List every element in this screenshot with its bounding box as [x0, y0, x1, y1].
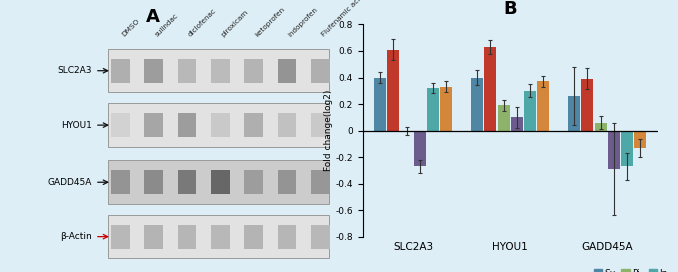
Bar — [108, 49, 329, 92]
Bar — [144, 170, 163, 194]
Bar — [414, 131, 426, 166]
Bar — [178, 113, 197, 137]
Text: A: A — [146, 8, 159, 26]
Bar — [484, 47, 496, 131]
Bar — [211, 59, 230, 83]
Bar — [178, 170, 197, 194]
Legend: Su, Di, Pi, Ke, In, Fl: Su, Di, Pi, Ke, In, Fl — [594, 269, 668, 272]
Bar — [108, 215, 329, 258]
Bar — [581, 79, 593, 131]
Text: B: B — [503, 0, 517, 18]
Bar — [498, 105, 510, 131]
Bar — [311, 59, 330, 83]
Bar — [211, 225, 230, 249]
Bar — [635, 131, 646, 148]
Bar — [568, 96, 580, 131]
Bar — [111, 113, 129, 137]
Text: DMSO: DMSO — [121, 18, 140, 38]
Text: indoprofen: indoprofen — [287, 6, 319, 38]
Bar — [440, 87, 452, 131]
Text: GADD45A: GADD45A — [582, 242, 633, 252]
Bar — [278, 225, 296, 249]
Bar — [244, 170, 263, 194]
Text: β-Actin: β-Actin — [60, 232, 92, 241]
Text: ketoprofen: ketoprofen — [254, 6, 285, 38]
Text: HYOU1: HYOU1 — [60, 120, 92, 130]
Text: HYOU1: HYOU1 — [492, 242, 528, 252]
Bar — [144, 113, 163, 137]
Y-axis label: Fold change(log2): Fold change(log2) — [323, 90, 333, 171]
Bar — [427, 88, 439, 131]
Bar — [111, 59, 129, 83]
Bar — [608, 131, 620, 169]
Bar — [178, 59, 197, 83]
Bar — [374, 78, 386, 131]
Bar — [538, 82, 549, 131]
Text: SLC2A3: SLC2A3 — [393, 242, 433, 252]
Bar — [278, 170, 296, 194]
Text: GADD45A: GADD45A — [47, 178, 92, 187]
Bar — [178, 225, 197, 249]
Bar — [471, 78, 483, 131]
Text: SLC2A3: SLC2A3 — [57, 66, 92, 75]
Bar — [311, 170, 330, 194]
Text: Flufenamic acid: Flufenamic acid — [320, 0, 365, 38]
Bar — [278, 113, 296, 137]
Bar — [621, 131, 633, 166]
Bar — [111, 225, 129, 249]
Bar — [278, 59, 296, 83]
Bar — [311, 225, 330, 249]
Bar — [211, 170, 230, 194]
Bar — [244, 59, 263, 83]
Bar — [144, 225, 163, 249]
Bar — [387, 50, 399, 131]
Text: diclofenac: diclofenac — [187, 8, 218, 38]
Text: sulindac: sulindac — [154, 13, 179, 38]
Bar — [211, 113, 230, 137]
Bar — [244, 113, 263, 137]
Bar — [244, 225, 263, 249]
Bar — [144, 59, 163, 83]
Text: piroxicam: piroxicam — [220, 9, 250, 38]
Bar — [108, 160, 329, 204]
Bar — [595, 123, 607, 131]
Bar — [108, 103, 329, 147]
Bar — [511, 117, 523, 131]
Bar — [524, 91, 536, 131]
Bar — [111, 170, 129, 194]
Bar — [311, 113, 330, 137]
